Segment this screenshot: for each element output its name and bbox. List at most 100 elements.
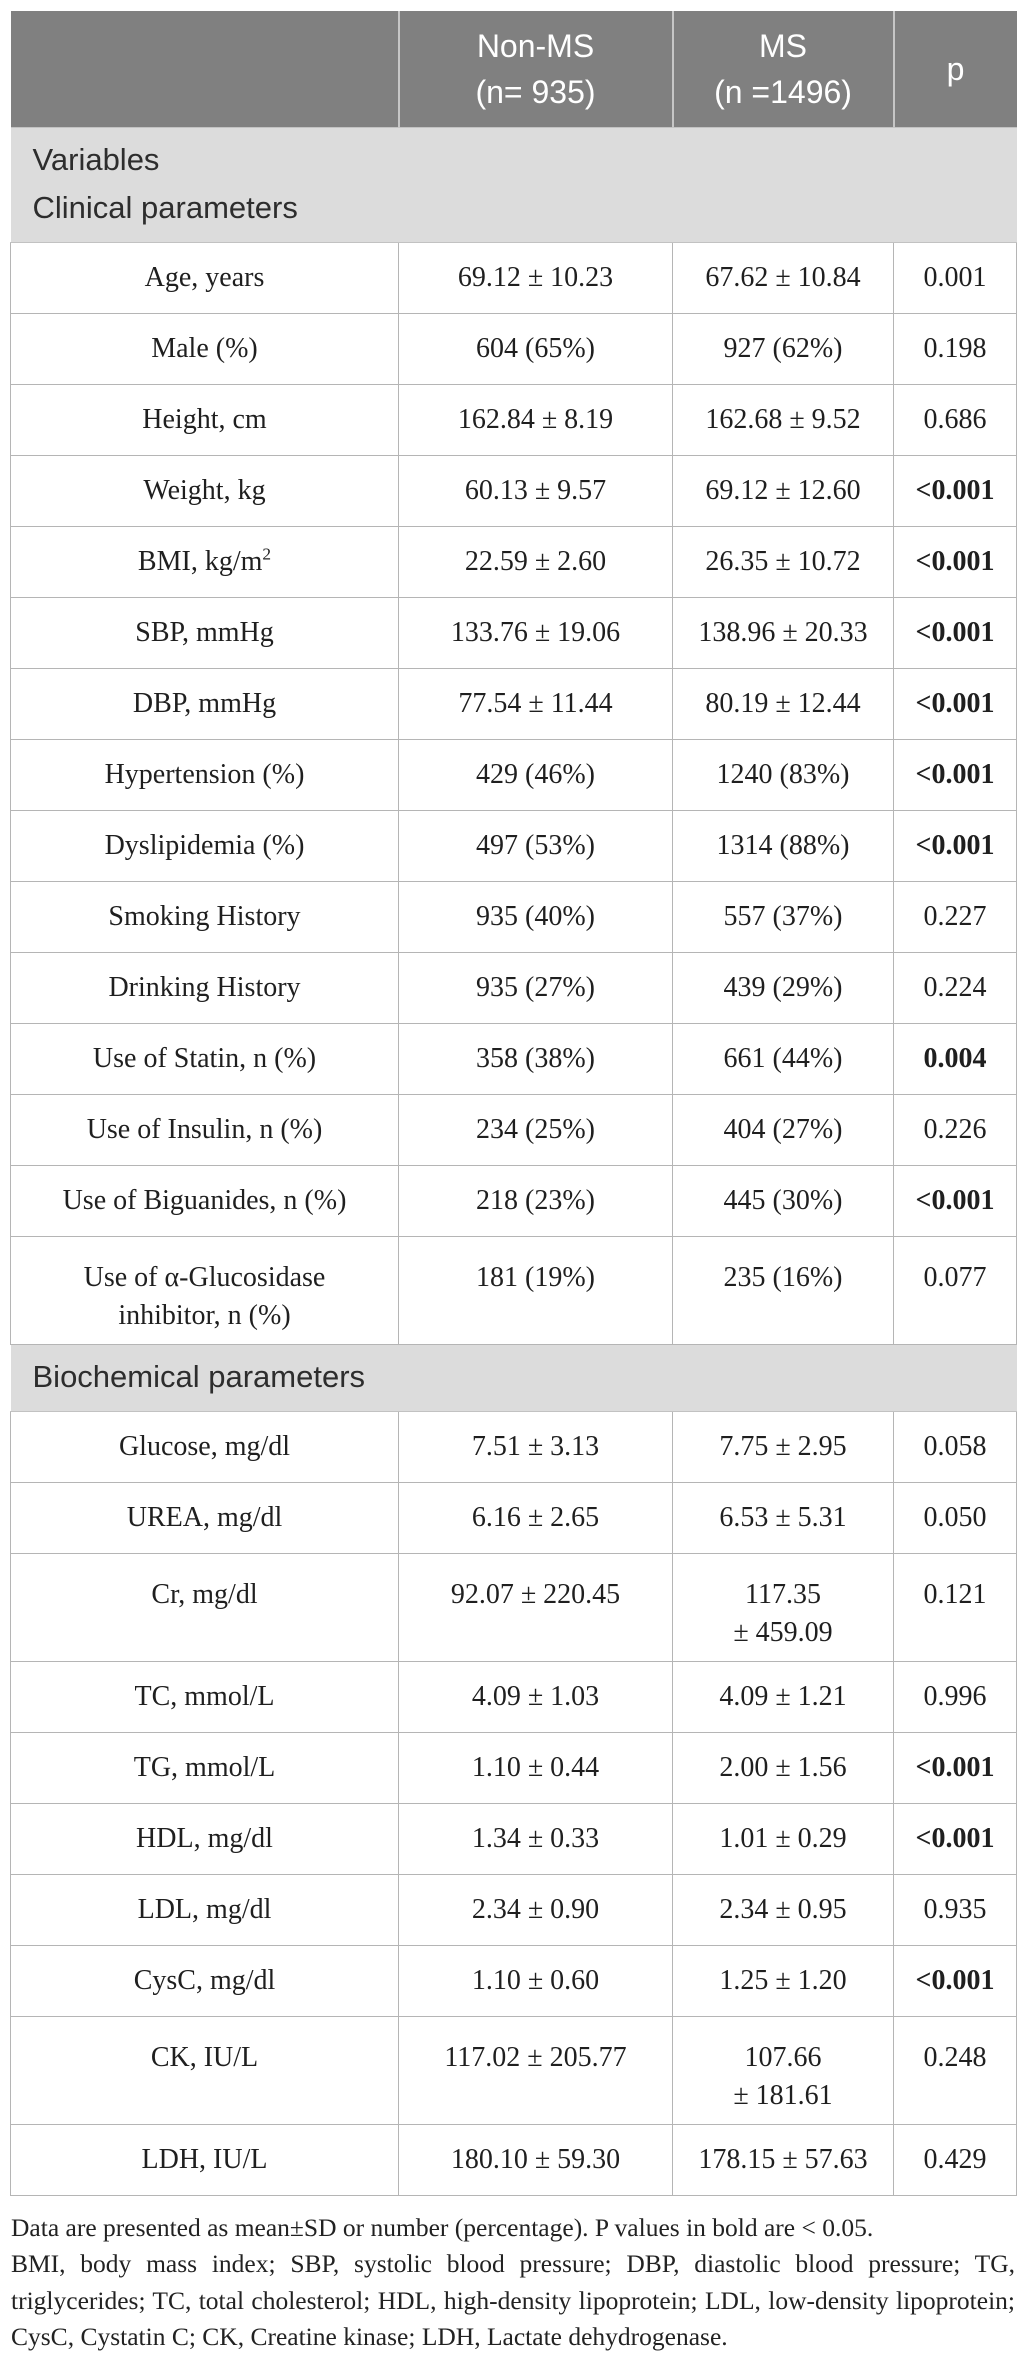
table-row: Dyslipidemia (%) 497 (53%) 1314 (88%) <0… xyxy=(10,810,1017,883)
non-ms-value-cell: 181 (19%) xyxy=(398,1236,673,1346)
ms-value-cell: 439 (29%) xyxy=(672,952,894,1025)
non-ms-value-cell: 218 (23%) xyxy=(398,1165,673,1238)
ms-value-cell: 235 (16%) xyxy=(672,1236,894,1346)
p-value-cell: <0.001 xyxy=(893,810,1017,883)
section-band-row: Biochemical parameters xyxy=(10,1344,1017,1413)
ms-value-cell: 557 (37%) xyxy=(672,881,894,954)
p-value-cell: 0.248 xyxy=(893,2016,1017,2126)
table-row: DBP, mmHg 77.54 ± 11.44 80.19 ± 12.44 <0… xyxy=(10,668,1017,741)
row-label-cell: Drinking History xyxy=(10,952,399,1025)
p-value-cell: 0.226 xyxy=(893,1094,1017,1167)
row-label-cell: Use of Biguanides, n (%) xyxy=(10,1165,399,1238)
table-row: Smoking History 935 (40%) 557 (37%) 0.22… xyxy=(10,881,1017,954)
ms-value-cell: 6.53 ± 5.31 xyxy=(672,1482,894,1555)
row-label-cell: Cr, mg/dl xyxy=(10,1553,399,1663)
p-value-cell: <0.001 xyxy=(893,526,1017,599)
table-row: Drinking History 935 (27%) 439 (29%) 0.2… xyxy=(10,952,1017,1025)
p-value-cell: 0.224 xyxy=(893,952,1017,1025)
ms-value-cell: 162.68 ± 9.52 xyxy=(672,384,894,457)
non-ms-value-cell: 69.12 ± 10.23 xyxy=(398,242,673,315)
table-row: TG, mmol/L 1.10 ± 0.44 2.00 ± 1.56 <0.00… xyxy=(10,1732,1017,1805)
row-label-cell: Hypertension (%) xyxy=(10,739,399,812)
ms-value-cell: 117.35 ± 459.09 xyxy=(672,1553,894,1663)
non-ms-value-cell: 429 (46%) xyxy=(398,739,673,812)
row-label-cell: TC, mmol/L xyxy=(10,1661,399,1734)
table-row: BMI, kg/m2 22.59 ± 2.60 26.35 ± 10.72 <0… xyxy=(10,526,1017,599)
row-label-cell: UREA, mg/dl xyxy=(10,1482,399,1555)
row-label-cell: Smoking History xyxy=(10,881,399,954)
non-ms-value-cell: 133.76 ± 19.06 xyxy=(398,597,673,670)
ms-value-cell: 80.19 ± 12.44 xyxy=(672,668,894,741)
ms-value-cell: 107.66 ± 181.61 xyxy=(672,2016,894,2126)
table-row: Use of Statin, n (%) 358 (38%) 661 (44%)… xyxy=(10,1023,1017,1096)
table-header: Non-MS (n= 935) MS (n =1496) p xyxy=(10,11,1017,128)
p-value-cell: <0.001 xyxy=(893,597,1017,670)
non-ms-value-cell: 60.13 ± 9.57 xyxy=(398,455,673,528)
ms-value-cell: 661 (44%) xyxy=(672,1023,894,1096)
non-ms-value-cell: 935 (27%) xyxy=(398,952,673,1025)
ms-value-cell: 178.15 ± 57.63 xyxy=(672,2124,894,2197)
row-label-cell: LDH, IU/L xyxy=(10,2124,399,2197)
p-value-cell: 0.686 xyxy=(893,384,1017,457)
non-ms-value-cell: 6.16 ± 2.65 xyxy=(398,1482,673,1555)
non-ms-value-cell: 2.34 ± 0.90 xyxy=(398,1874,673,1947)
non-ms-value-cell: 358 (38%) xyxy=(398,1023,673,1096)
row-label-cell: DBP, mmHg xyxy=(10,668,399,741)
row-label-cell: Male (%) xyxy=(10,313,399,386)
table-row: HDL, mg/dl 1.34 ± 0.33 1.01 ± 0.29 <0.00… xyxy=(10,1803,1017,1876)
table-row: Use of Insulin, n (%) 234 (25%) 404 (27%… xyxy=(10,1094,1017,1167)
table-row: Use of α-Glucosidase inhibitor, n (%) 18… xyxy=(10,1236,1017,1346)
non-ms-value-cell: 1.10 ± 0.44 xyxy=(398,1732,673,1805)
table-row: Cr, mg/dl 92.07 ± 220.45 117.35 ± 459.09… xyxy=(10,1553,1017,1663)
row-label-cell: LDL, mg/dl xyxy=(10,1874,399,1947)
footnote-presentation: Data are presented as mean±SD or number … xyxy=(11,2213,874,2243)
header-row: Non-MS (n= 935) MS (n =1496) p xyxy=(10,11,1017,128)
non-ms-value-cell: 7.51 ± 3.13 xyxy=(398,1411,673,1484)
row-label-cell: Glucose, mg/dl xyxy=(10,1411,399,1484)
non-ms-value-cell: 935 (40%) xyxy=(398,881,673,954)
row-label-cell: Use of α-Glucosidase inhibitor, n (%) xyxy=(10,1236,399,1346)
ms-value-cell: 1240 (83%) xyxy=(672,739,894,812)
p-value-cell: 0.429 xyxy=(893,2124,1017,2197)
row-label-cell: Use of Insulin, n (%) xyxy=(10,1094,399,1167)
ms-value-cell: 4.09 ± 1.21 xyxy=(672,1661,894,1734)
header-variables-cell xyxy=(10,11,399,128)
ms-value-cell: 1.25 ± 1.20 xyxy=(672,1945,894,2018)
p-value-cell: 0.004 xyxy=(893,1023,1017,1096)
non-ms-value-cell: 92.07 ± 220.45 xyxy=(398,1553,673,1663)
row-label-cell: TG, mmol/L xyxy=(10,1732,399,1805)
section-band-cell: Variables Clinical parameters xyxy=(10,126,1017,244)
non-ms-value-cell: 22.59 ± 2.60 xyxy=(398,526,673,599)
p-value-cell: <0.001 xyxy=(893,1945,1017,2018)
non-ms-value-cell: 1.34 ± 0.33 xyxy=(398,1803,673,1876)
row-label-cell: CysC, mg/dl xyxy=(10,1945,399,2018)
table-row: Male (%) 604 (65%) 927 (62%) 0.198 xyxy=(10,313,1017,386)
non-ms-value-cell: 180.10 ± 59.30 xyxy=(398,2124,673,2197)
table-row: TC, mmol/L 4.09 ± 1.03 4.09 ± 1.21 0.996 xyxy=(10,1661,1017,1734)
table-row: UREA, mg/dl 6.16 ± 2.65 6.53 ± 5.31 0.05… xyxy=(10,1482,1017,1555)
row-label-cell: Height, cm xyxy=(10,384,399,457)
table-body: Variables Clinical parameters Age, years… xyxy=(10,126,1017,2197)
group-comparison-table: Non-MS (n= 935) MS (n =1496) p Variables… xyxy=(10,11,1017,2197)
ms-value-cell: 67.62 ± 10.84 xyxy=(672,242,894,315)
ms-value-cell: 1.01 ± 0.29 xyxy=(672,1803,894,1876)
header-ms-cell: MS (n =1496) xyxy=(671,11,894,128)
ms-value-cell: 7.75 ± 2.95 xyxy=(672,1411,894,1484)
table-row: SBP, mmHg 133.76 ± 19.06 138.96 ± 20.33 … xyxy=(10,597,1017,670)
header-non-ms-cell: Non-MS (n= 935) xyxy=(397,11,673,128)
p-value-cell: 0.996 xyxy=(893,1661,1017,1734)
ms-value-cell: 927 (62%) xyxy=(672,313,894,386)
row-label-cell: BMI, kg/m2 xyxy=(10,526,399,599)
ms-value-cell: 138.96 ± 20.33 xyxy=(672,597,894,670)
non-ms-value-cell: 604 (65%) xyxy=(398,313,673,386)
row-label-cell: Use of Statin, n (%) xyxy=(10,1023,399,1096)
non-ms-value-cell: 162.84 ± 8.19 xyxy=(398,384,673,457)
table-row: LDL, mg/dl 2.34 ± 0.90 2.34 ± 0.95 0.935 xyxy=(10,1874,1017,1947)
table-footnotes: Data are presented as mean±SD or number … xyxy=(10,2196,1016,2361)
ms-value-cell: 26.35 ± 10.72 xyxy=(672,526,894,599)
table-row: Hypertension (%) 429 (46%) 1240 (83%) <0… xyxy=(10,739,1017,812)
ms-value-cell: 445 (30%) xyxy=(672,1165,894,1238)
table-row: Weight, kg 60.13 ± 9.57 69.12 ± 12.60 <0… xyxy=(10,455,1017,528)
ms-value-cell: 2.00 ± 1.56 xyxy=(672,1732,894,1805)
